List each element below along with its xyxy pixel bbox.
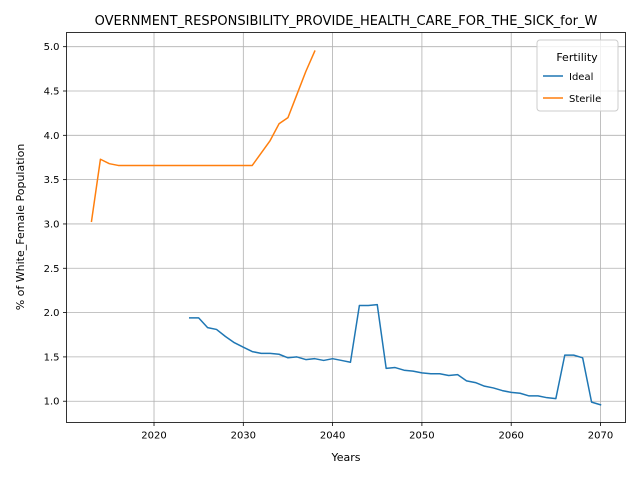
plot-area-frame xyxy=(66,32,626,423)
x-axis-label: Years xyxy=(330,451,360,464)
legend-label-sterile: Sterile xyxy=(569,94,601,105)
y-tick-label: 4.0 xyxy=(44,131,60,142)
y-tick-label: 4.5 xyxy=(44,87,60,98)
legend-label-ideal: Ideal xyxy=(569,72,593,83)
y-tick-label: 1.0 xyxy=(44,397,60,408)
x-tick-label: 2020 xyxy=(141,431,166,442)
legend: Fertility Ideal Sterile xyxy=(536,39,619,112)
x-tick-label: 2060 xyxy=(498,431,523,442)
series-line-ideal xyxy=(188,303,602,406)
y-tick-label: 5.0 xyxy=(44,42,60,53)
y-tick-label: 3.5 xyxy=(44,175,60,186)
x-tick-label: 2070 xyxy=(588,431,613,442)
series-layer xyxy=(90,50,602,406)
x-tick-label: 2040 xyxy=(320,431,345,442)
y-tick-label: 3.0 xyxy=(44,219,60,230)
chart-title: OVERNMENT_RESPONSIBILITY_PROVIDE_HEALTH_… xyxy=(95,14,598,29)
series-line-sterile xyxy=(90,50,316,223)
y-axis-label: % of White_Female Population xyxy=(14,144,27,311)
x-tick-label: 2030 xyxy=(231,431,256,442)
y-tick-label: 2.5 xyxy=(44,264,60,275)
y-tick-label: 2.0 xyxy=(44,308,60,319)
legend-title: Fertility xyxy=(556,51,598,64)
x-tick-label: 2050 xyxy=(409,431,434,442)
legend-box xyxy=(536,39,619,112)
tick-layer: 2020 2030 2040 2050 2060 2070 1.0 1.5 2.0 2.5 3.0 3… xyxy=(44,42,614,441)
y-tick-label: 1.5 xyxy=(44,352,60,363)
